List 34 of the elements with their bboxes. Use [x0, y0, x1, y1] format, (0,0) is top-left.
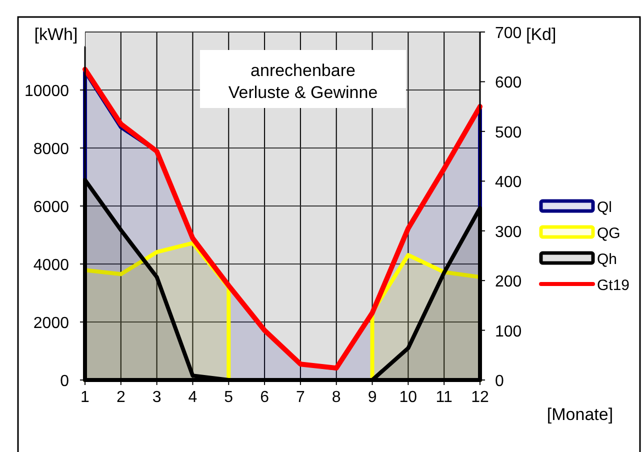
x-tick-label: 4: [188, 389, 198, 406]
y2-tick-label: 500: [495, 124, 522, 142]
y2-tick-label: 200: [495, 274, 522, 291]
x-tick-label: 6: [260, 389, 270, 406]
x-tick-label: 1: [80, 389, 90, 406]
legend-label: Gt19: [597, 277, 630, 294]
legend-label: QG: [597, 225, 620, 242]
x-tick-label: 11: [436, 389, 452, 406]
x-tick-label: 5: [224, 389, 234, 406]
y2-tick-label: 700: [495, 25, 522, 42]
x-axis-title: [Monate]: [546, 405, 614, 424]
y-tick-label: 2000: [33, 315, 70, 332]
y2-tick-label: 300: [495, 224, 522, 241]
y-tick-label: 10000: [24, 83, 70, 100]
y2-axis-title: [Kd]: [526, 25, 556, 44]
y-tick-label: 6000: [33, 199, 70, 216]
y2-tick-label: 600: [495, 74, 522, 92]
y2-tick-label: 0: [495, 373, 504, 390]
x-tick-label: 12: [471, 389, 489, 406]
x-tick-label: 8: [332, 389, 341, 406]
y-tick-label: 0: [60, 373, 70, 390]
y-tick-label: 8000: [33, 141, 70, 158]
y-tick-label: 4000: [33, 257, 70, 274]
y2-tick-label: 100: [495, 323, 522, 340]
legend-label: Qh: [597, 251, 618, 268]
legend-label: Ql: [597, 199, 612, 216]
title-box: anrechenbare Verluste & Gewinne: [200, 50, 406, 108]
y-axis-title: [kWh]: [34, 25, 78, 44]
x-tick-label: 7: [296, 389, 305, 406]
x-tick-label: 9: [368, 389, 377, 406]
x-tick-label: 10: [399, 389, 418, 406]
x-tick-label: 3: [152, 389, 162, 406]
x-tick-label: 2: [116, 389, 126, 406]
y2-tick-label: 400: [495, 174, 522, 192]
